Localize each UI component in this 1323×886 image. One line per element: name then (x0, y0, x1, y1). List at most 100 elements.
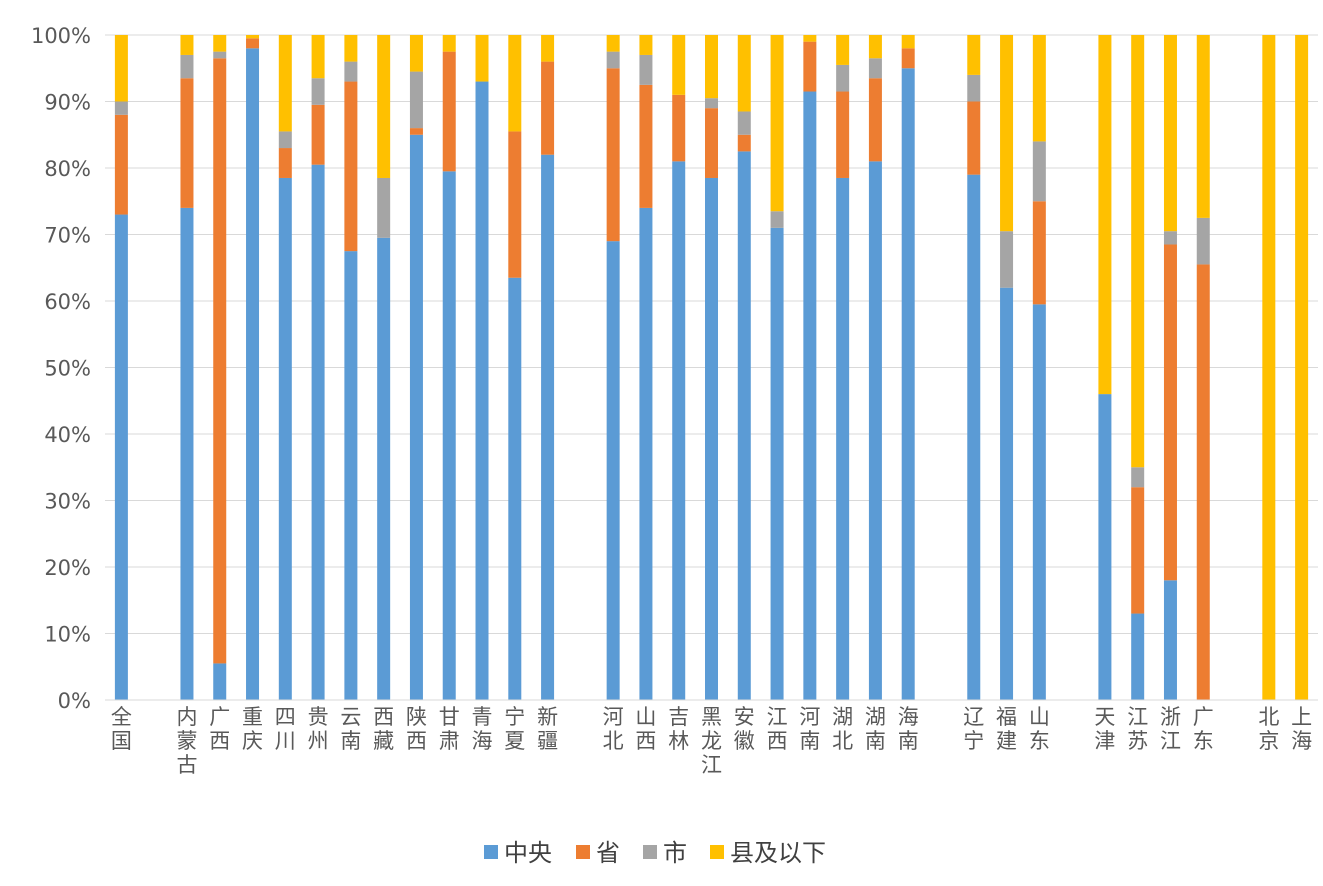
bar-segment-县及以下 (901, 35, 915, 49)
bar-segment-县及以下 (1196, 35, 1210, 218)
bar-segment-省 (508, 131, 522, 278)
bar-segment-县及以下 (541, 35, 555, 62)
x-category-label: 湖北 (832, 705, 853, 753)
x-category-label: 海南 (898, 705, 919, 753)
bar-segment-县及以下 (737, 35, 751, 112)
bar-segment-中央 (868, 161, 882, 701)
x-axis-category-labels: 全国 内蒙古广西重庆四川贵州云南西藏陕西甘肃青海宁夏新疆河北山西吉林黑龙江安徽江西… (111, 705, 1312, 777)
bar-segment-市 (868, 58, 882, 79)
bar-segment-市 (639, 54, 653, 85)
bar-segment-省 (278, 148, 292, 178)
bar-segment-省 (836, 91, 850, 178)
bar-segment-县及以下 (475, 35, 489, 82)
y-tick-label: 60% (44, 290, 91, 314)
legend: 中央 省 市 县及以下 (484, 839, 826, 867)
bar-segment-县及以下 (836, 35, 850, 65)
bar-segment-中央 (672, 161, 686, 701)
bar-segment-中央 (803, 91, 817, 700)
bar-segment-中央 (508, 277, 522, 700)
bar-segment-市 (1032, 141, 1046, 202)
y-tick-label: 20% (44, 556, 91, 580)
bar-segment-县及以下 (114, 35, 128, 102)
y-tick-label: 30% (44, 490, 91, 514)
bar-segment-中央 (246, 48, 260, 701)
bar-segment-县及以下 (246, 35, 260, 39)
x-category-label: 内蒙古 (176, 705, 197, 777)
bar-segment-省 (1196, 264, 1210, 700)
bar-segment-省 (705, 108, 718, 178)
x-category-label: 江西 (767, 705, 788, 753)
x-category-label: 黑龙江 (701, 705, 722, 777)
bar-segment-市 (967, 74, 981, 102)
bar-segment-中央 (967, 174, 981, 700)
x-category-label: 湖南 (865, 705, 886, 753)
bar-segment-市 (1196, 217, 1210, 265)
bar-segment-县及以下 (1098, 35, 1112, 395)
x-category-label: 上海 (1291, 705, 1312, 753)
x-category-label: 西藏 (373, 705, 394, 753)
x-category-label: 福建 (996, 705, 1017, 753)
bar-segment-省 (737, 134, 751, 152)
legend-label: 中央 (504, 839, 552, 867)
bar-segment-中央 (1098, 394, 1112, 700)
x-category-label: 青海 (472, 705, 493, 753)
stacked-bars (114, 35, 1309, 701)
bar-segment-县及以下 (1032, 35, 1046, 142)
bar-segment-省 (180, 78, 194, 208)
legend-label: 县及以下 (730, 839, 826, 867)
x-category-label: 浙江 (1160, 705, 1181, 753)
bar-segment-中央 (1032, 304, 1046, 700)
bar-segment-县及以下 (1295, 35, 1309, 700)
bar-segment-省 (606, 68, 620, 242)
bar-segment-县及以下 (639, 35, 653, 55)
y-tick-label: 70% (44, 224, 91, 248)
bar-segment-中央 (901, 68, 915, 700)
x-category-label: 甘肃 (439, 705, 460, 753)
bar-segment-省 (639, 84, 653, 208)
bar-segment-省 (1131, 487, 1145, 614)
bar-segment-县及以下 (311, 35, 325, 79)
bar-segment-市 (1000, 231, 1014, 288)
x-category-label: 广西 (209, 705, 230, 753)
x-category-label: 北京 (1258, 705, 1279, 753)
bar-segment-县及以下 (1163, 35, 1177, 232)
bar-segment-中央 (737, 151, 751, 701)
bar-segment-中央 (213, 663, 227, 700)
bar-segment-中央 (1131, 613, 1145, 700)
bar-segment-省 (1163, 244, 1177, 581)
bar-segment-省 (901, 48, 915, 69)
bar-segment-市 (114, 101, 128, 115)
x-category-label: 陕西 (406, 705, 427, 753)
legend-swatch (576, 845, 590, 859)
bar-segment-中央 (475, 81, 489, 701)
bar-segment-市 (180, 54, 194, 79)
bar-segment-省 (409, 128, 423, 135)
bar-segment-县及以下 (1131, 35, 1145, 468)
bar-segment-县及以下 (377, 35, 391, 178)
legend-swatch (643, 845, 657, 859)
bar-segment-省 (213, 58, 227, 664)
y-axis-tick-labels: 0% 10% 20% 30% 40% 50% 60% 70% 80% 90% 100% (31, 24, 91, 713)
bar-segment-中央 (836, 177, 850, 701)
x-category-label: 云南 (340, 705, 361, 753)
bar-segment-中央 (606, 241, 620, 700)
bar-segment-县及以下 (606, 35, 620, 52)
bar-segment-中央 (1000, 287, 1014, 700)
bar-segment-省 (311, 104, 325, 165)
y-tick-label: 100% (31, 24, 91, 48)
x-category-label: 新疆 (537, 705, 558, 753)
bar-segment-中央 (278, 177, 292, 701)
legend-swatch (710, 845, 724, 859)
y-tick-label: 0% (58, 689, 91, 713)
x-category-label: 宁夏 (504, 705, 525, 753)
bar-segment-市 (311, 78, 325, 105)
bar-segment-省 (803, 41, 817, 92)
x-category-label: 重庆 (242, 705, 263, 753)
bar-segment-县及以下 (803, 35, 817, 42)
bar-segment-县及以下 (508, 35, 522, 132)
y-tick-label: 50% (44, 357, 91, 381)
y-tick-label: 80% (44, 157, 91, 181)
x-category-label: 辽宁 (963, 705, 984, 753)
bar-segment-县及以下 (213, 35, 227, 52)
